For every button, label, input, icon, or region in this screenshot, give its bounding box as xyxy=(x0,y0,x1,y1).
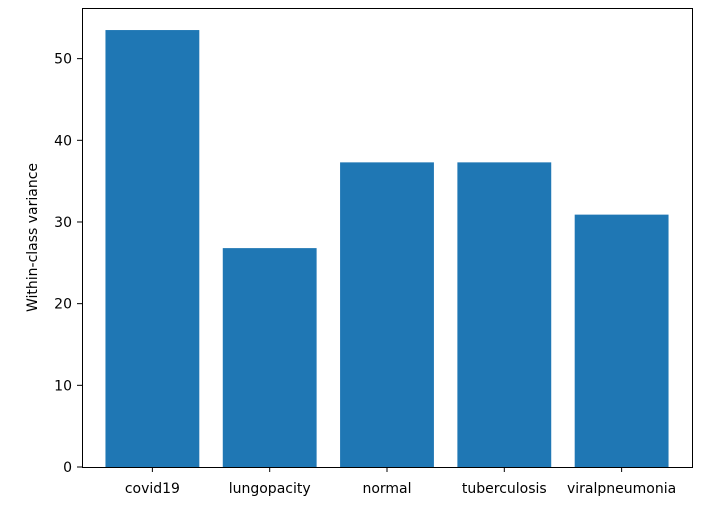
bar-viralpneumonia xyxy=(574,214,669,467)
x-tick-label: viralpneumonia xyxy=(567,481,676,497)
bar-tuberculosis xyxy=(457,162,552,467)
y-tick-label: 0 xyxy=(63,460,72,476)
x-tick-label: lungopacity xyxy=(229,481,311,497)
y-tick-label: 30 xyxy=(54,215,72,231)
y-axis-ticks: 0 10 20 30 40 50 xyxy=(54,52,82,476)
x-tick-label: tuberculosis xyxy=(462,481,547,497)
bar-normal xyxy=(340,162,434,467)
bar-covid19 xyxy=(105,30,200,467)
y-tick-label: 40 xyxy=(54,133,72,149)
y-tick-label: 50 xyxy=(54,52,72,68)
plot-frame xyxy=(82,8,693,468)
x-tick-label: normal xyxy=(362,481,411,497)
x-axis-ticks: covid19 lungopacity normal tuberculosis vira… xyxy=(125,467,676,497)
y-axis-label: Within-class variance xyxy=(25,163,41,312)
x-tick-label: covid19 xyxy=(125,481,180,497)
y-tick-label: 10 xyxy=(54,378,72,394)
bars-group xyxy=(105,30,669,467)
y-tick-label: 20 xyxy=(54,297,72,313)
bar-lungopacity xyxy=(222,248,317,467)
